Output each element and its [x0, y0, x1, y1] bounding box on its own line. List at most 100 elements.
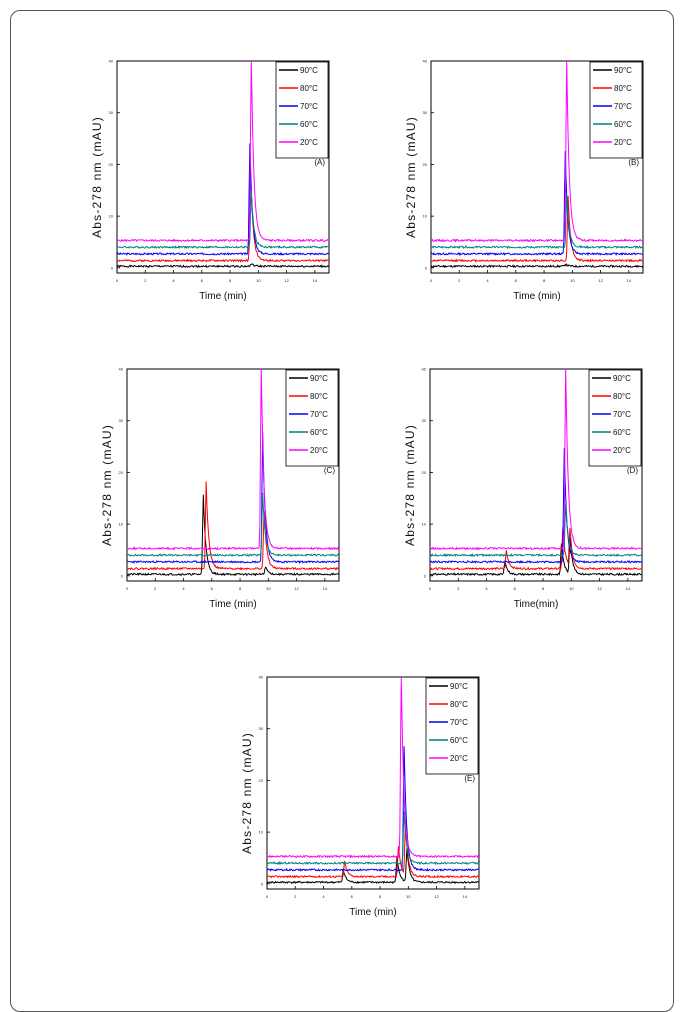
series-line: [126, 494, 340, 577]
y-tick-label: 40: [119, 367, 124, 372]
legend-entry: 80°C: [614, 84, 632, 93]
x-tick-label: 6: [211, 586, 214, 591]
x-tick-label: 14: [323, 586, 328, 591]
y-tick-label: 10: [423, 214, 428, 219]
chart-svg: 0 10 20 30 40 0 2 4 6 8 10 12 14 Time(min) Abs-278 nm …: [403, 367, 643, 610]
x-tick-label: 14: [313, 278, 318, 283]
y-tick-label: 20: [423, 162, 428, 167]
panel-label: (A): [314, 158, 325, 167]
x-tick-label: 0: [266, 894, 269, 899]
y-axis-label: Abs-278 nm (mAU): [90, 116, 104, 238]
series-line: [126, 368, 340, 551]
x-tick-label: 6: [514, 586, 517, 591]
y-tick-label: 40: [422, 367, 427, 372]
legend-entry: 70°C: [310, 410, 328, 419]
legend-entry: 80°C: [300, 84, 318, 93]
legend-entry: 20°C: [450, 754, 468, 763]
x-tick-label: 2: [457, 586, 460, 591]
y-tick-label: 10: [259, 830, 264, 835]
x-tick-label: 4: [485, 586, 488, 591]
x-tick-label: 4: [182, 586, 185, 591]
x-tick-label: 14: [627, 278, 632, 283]
panel-label: (C): [324, 466, 335, 475]
series-line: [429, 503, 643, 558]
x-tick-label: 14: [626, 586, 631, 591]
chart-svg: 0 10 20 30 40 0 2 4 6 8 10 12 14 Time (min) Abs-278 nm…: [404, 59, 644, 302]
series-line: [430, 195, 644, 263]
chart-panel-b: 0 10 20 30 40 0 2 4 6 8 10 12 14 Time (min) Abs-278 nm…: [385, 47, 655, 320]
legend-entry: 60°C: [613, 428, 631, 437]
x-tick-label: 10: [569, 586, 574, 591]
y-axis-label: Abs-278 nm (mAU): [100, 424, 114, 546]
y-tick-label: 30: [109, 110, 114, 115]
y-tick-label: 40: [109, 59, 114, 64]
legend-entry: 90°C: [613, 374, 631, 383]
x-tick-label: 2: [458, 278, 461, 283]
x-tick-label: 0: [430, 278, 433, 283]
plot-frame: [429, 368, 643, 582]
series-line: [266, 848, 480, 884]
series-line: [266, 819, 480, 879]
legend-entry: 20°C: [310, 446, 328, 455]
legend-entry: 90°C: [300, 66, 318, 75]
legend-entry: 70°C: [614, 102, 632, 111]
y-tick-label: 0: [121, 573, 124, 578]
x-axis-label: Time(min): [514, 599, 559, 610]
legend-entry: 90°C: [614, 66, 632, 75]
legend-entry: 90°C: [450, 682, 468, 691]
y-tick-label: 20: [109, 162, 114, 167]
series-line: [126, 432, 340, 564]
series-line: [116, 143, 330, 256]
legend-entry: 60°C: [300, 120, 318, 129]
x-tick-label: 2: [154, 586, 157, 591]
x-tick-label: 2: [144, 278, 147, 283]
x-axis-label: Time (min): [513, 291, 560, 302]
series-line: [429, 368, 643, 551]
panel-label: (B): [628, 158, 639, 167]
x-tick-label: 8: [229, 278, 232, 283]
y-axis-label: Abs-278 nm (mAU): [404, 116, 418, 238]
x-tick-label: 6: [515, 278, 518, 283]
x-tick-label: 10: [256, 278, 261, 283]
series-line: [266, 746, 480, 872]
x-axis-label: Time (min): [199, 291, 246, 302]
legend-entry: 70°C: [450, 718, 468, 727]
legend-entry: 60°C: [450, 736, 468, 745]
x-tick-label: 2: [294, 894, 297, 899]
x-tick-label: 0: [116, 278, 119, 283]
chart-svg: 0 10 20 30 40 0 2 4 6 8 10 12 14 Time (min) Abs-278 nm…: [100, 367, 340, 610]
plot-frame: [116, 60, 330, 274]
series-line: [429, 527, 643, 571]
y-tick-label: 40: [423, 59, 428, 64]
y-tick-label: 10: [422, 522, 427, 527]
series-line: [266, 811, 480, 866]
chart-panel-a: 0 10 20 30 40 0 2 4 6 8 10 12 14 Time (min) Abs-278 nm…: [71, 47, 341, 320]
y-tick-label: 30: [119, 418, 124, 423]
legend-entry: 20°C: [300, 138, 318, 147]
figure-frame: 0 10 20 30 40 0 2 4 6 8 10 12 14 Time (min) Abs-278 nm…: [10, 10, 674, 1012]
y-tick-label: 40: [259, 675, 264, 680]
series-line: [430, 263, 644, 269]
legend-entry: 90°C: [310, 374, 328, 383]
x-tick-label: 12: [598, 278, 603, 283]
legend-entry: 70°C: [613, 410, 631, 419]
series-line: [116, 263, 330, 269]
chart-panel-e: 0 10 20 30 40 0 2 4 6 8 10 12 14 Time (min) Abs-278 nm…: [221, 663, 491, 936]
y-axis-label: Abs-278 nm (mAU): [403, 424, 417, 546]
plot-frame: [266, 676, 480, 890]
x-tick-label: 12: [597, 586, 602, 591]
panel-label: (E): [464, 774, 475, 783]
legend-entry: 60°C: [614, 120, 632, 129]
x-tick-label: 10: [570, 278, 575, 283]
chart-svg: 0 10 20 30 40 0 2 4 6 8 10 12 14 Time (min) Abs-278 nm…: [90, 59, 330, 302]
plot-frame: [126, 368, 340, 582]
y-tick-label: 20: [259, 778, 264, 783]
x-tick-label: 0: [126, 586, 129, 591]
x-tick-label: 8: [542, 586, 545, 591]
series-line: [429, 537, 643, 577]
x-tick-label: 12: [434, 894, 439, 899]
legend-entry: 80°C: [450, 700, 468, 709]
legend-entry: 80°C: [310, 392, 328, 401]
chart-panel-c: 0 10 20 30 40 0 2 4 6 8 10 12 14 Time (min) Abs-278 nm…: [81, 355, 351, 628]
y-tick-label: 30: [423, 110, 428, 115]
